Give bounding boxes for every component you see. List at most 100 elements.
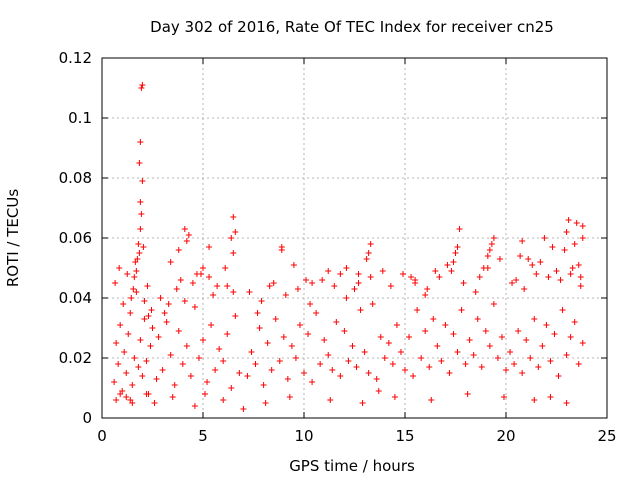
- data-point: [155, 334, 162, 340]
- data-point: [410, 373, 417, 379]
- data-point: [276, 358, 283, 364]
- data-point: [163, 319, 170, 325]
- data-point: [179, 361, 186, 367]
- data-point: [365, 250, 372, 256]
- data-point: [486, 247, 493, 253]
- data-point: [254, 310, 261, 316]
- data-point: [385, 340, 392, 346]
- data-point: [430, 316, 437, 322]
- data-point: [309, 379, 316, 385]
- data-point: [167, 352, 174, 358]
- data-point: [432, 268, 439, 274]
- data-point: [210, 292, 217, 298]
- data-point: [503, 367, 509, 373]
- data-point: [496, 256, 503, 262]
- data-point: [161, 310, 168, 316]
- data-point: [252, 361, 259, 367]
- data-point: [458, 307, 465, 313]
- data-point: [112, 280, 119, 286]
- data-point: [446, 370, 453, 376]
- data-point: [434, 343, 441, 349]
- data-point: [290, 262, 297, 268]
- data-points: [111, 82, 586, 412]
- data-point: [206, 274, 213, 280]
- data-point: [365, 370, 372, 376]
- data-point: [141, 298, 148, 304]
- data-point: [301, 370, 307, 376]
- data-point: [230, 289, 237, 295]
- data-point: [579, 223, 586, 229]
- data-point: [462, 361, 469, 367]
- data-point: [307, 301, 314, 307]
- data-point: [117, 322, 124, 328]
- data-point: [456, 226, 463, 232]
- data-point: [137, 226, 144, 232]
- data-point: [127, 397, 134, 403]
- data-point: [387, 283, 394, 289]
- data-point: [123, 394, 130, 400]
- data-point: [206, 244, 213, 250]
- data-point: [541, 235, 548, 241]
- data-point: [553, 268, 560, 274]
- data-point: [379, 268, 386, 274]
- data-point: [575, 262, 582, 268]
- axis-ticks: 0 5 10 15 20 25 0 0.02 0.04 0.06 0.08 0.1 0.12: [59, 49, 617, 445]
- data-point: [272, 316, 279, 322]
- data-point: [175, 247, 182, 253]
- data-point: [292, 355, 299, 361]
- data-point: [412, 280, 419, 286]
- data-point: [202, 391, 209, 397]
- data-point: [331, 283, 338, 289]
- data-point: [571, 319, 578, 325]
- data-point: [537, 259, 544, 265]
- data-point: [294, 286, 301, 292]
- data-point: [125, 331, 132, 337]
- data-point: [464, 391, 471, 397]
- y-tick-label: 0.02: [59, 349, 92, 367]
- data-point: [193, 271, 200, 277]
- data-point: [135, 241, 142, 247]
- data-point: [140, 244, 147, 250]
- data-point: [450, 259, 457, 265]
- data-point: [369, 301, 376, 307]
- data-point: [137, 199, 144, 205]
- data-point: [535, 364, 542, 370]
- data-point: [130, 286, 137, 292]
- data-point: [345, 358, 352, 364]
- data-point: [436, 274, 443, 280]
- data-point: [270, 280, 277, 286]
- x-tick-label: 15: [395, 427, 414, 445]
- data-point: [256, 325, 263, 331]
- data-point: [224, 283, 231, 289]
- data-point: [494, 355, 501, 361]
- data-point: [519, 370, 526, 376]
- data-point: [230, 214, 237, 220]
- data-point: [547, 358, 554, 364]
- data-point: [513, 277, 520, 283]
- y-axis-label: ROTI / TECUs: [4, 189, 22, 287]
- data-point: [131, 274, 138, 280]
- data-point: [533, 271, 540, 277]
- data-point: [191, 403, 198, 409]
- data-point: [325, 352, 332, 358]
- data-point: [220, 397, 227, 403]
- data-point: [355, 280, 362, 286]
- data-point: [171, 382, 178, 388]
- data-point: [143, 358, 150, 364]
- data-point: [128, 295, 135, 301]
- data-point: [549, 244, 556, 250]
- data-point: [555, 373, 562, 379]
- y-tick-label: 0.08: [59, 169, 92, 187]
- data-point: [511, 361, 518, 367]
- data-point: [248, 349, 255, 355]
- data-point: [303, 277, 310, 283]
- data-point: [341, 328, 348, 334]
- data-point: [529, 262, 536, 268]
- grid: [102, 58, 607, 418]
- data-point: [406, 334, 413, 340]
- data-point: [567, 334, 574, 340]
- data-point: [579, 340, 586, 346]
- x-tick-label: 20: [496, 427, 515, 445]
- data-point: [418, 355, 425, 361]
